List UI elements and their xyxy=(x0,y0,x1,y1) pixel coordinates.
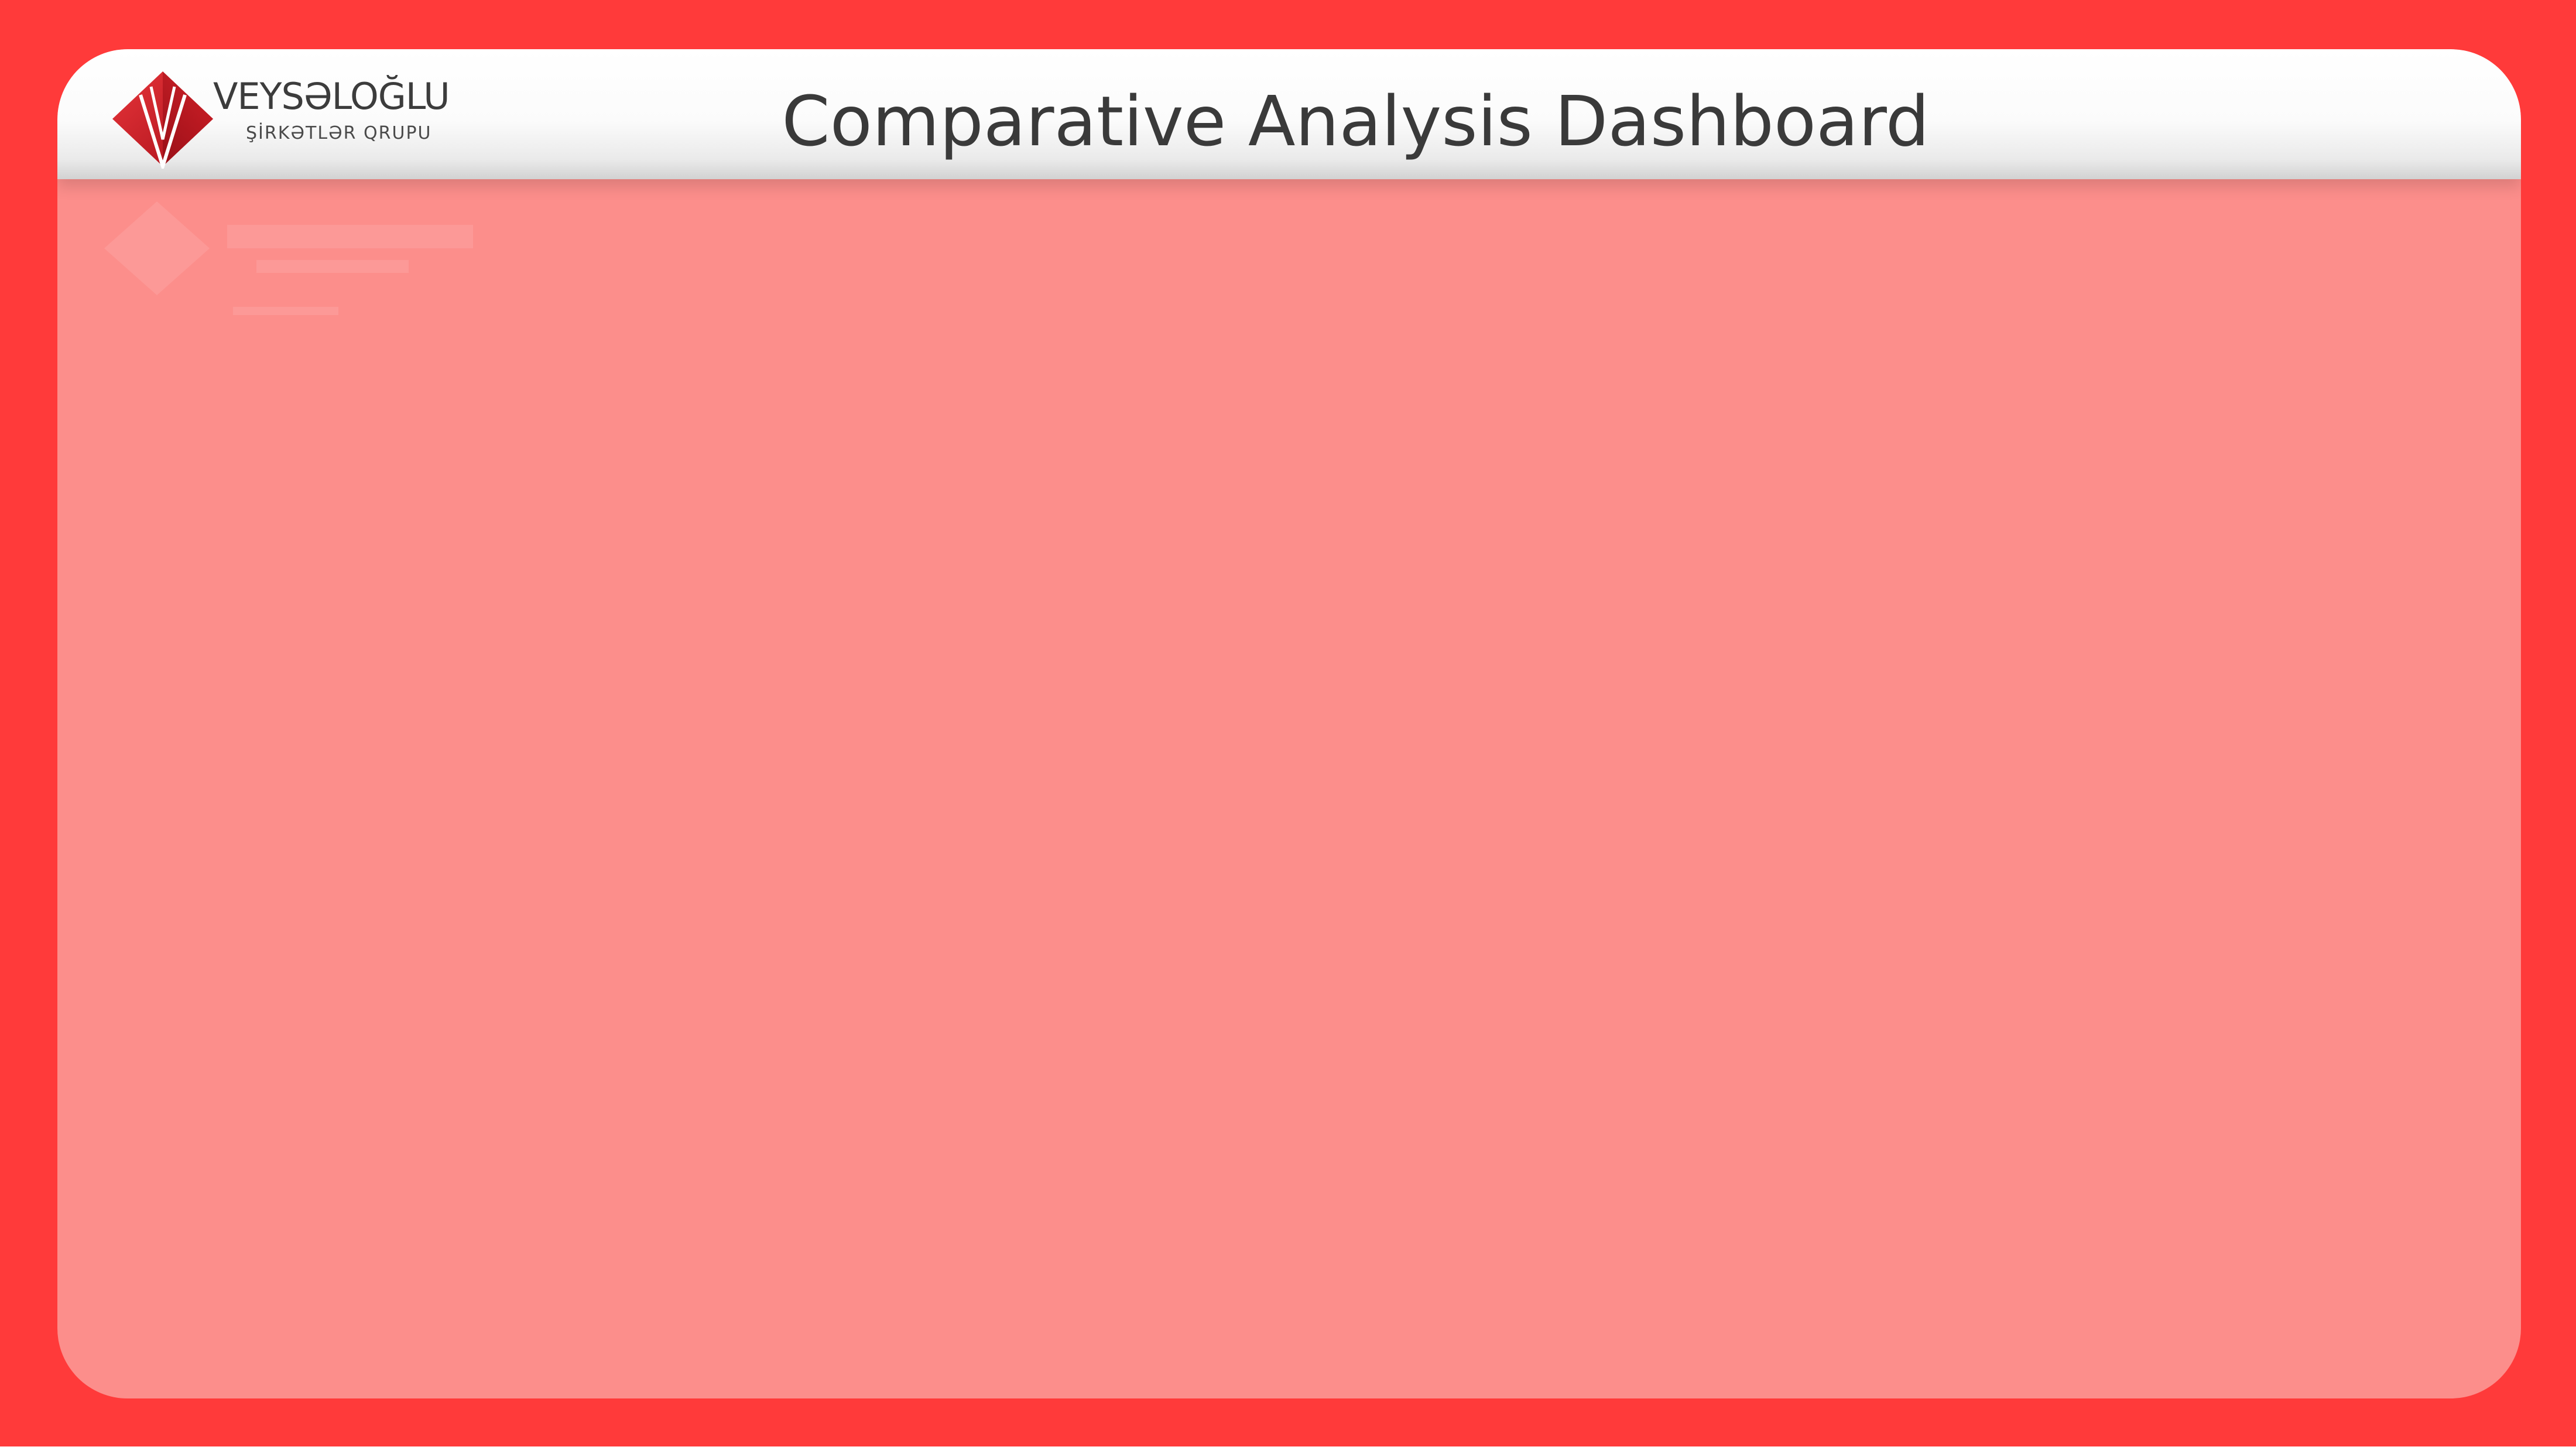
company-logo: VEYSƏLOĞLU ŞİRKƏTLƏR QRUPU xyxy=(110,69,485,169)
veyseloglu-diamond-logo-icon xyxy=(112,71,213,169)
logo-subtitle: ŞİRKƏTLƏR QRUPU xyxy=(246,123,432,143)
dashboard-panel: VEYSƏLOĞLU ŞİRKƏTLƏR QRUPU Comparative A… xyxy=(57,49,2521,1398)
header-bar: VEYSƏLOĞLU ŞİRKƏTLƏR QRUPU Comparative A… xyxy=(57,49,2521,179)
dashboard-content-area xyxy=(57,179,2521,1398)
logo-name: VEYSƏLOĞLU xyxy=(213,75,450,118)
page-title: Comparative Analysis Dashboard xyxy=(782,81,1930,162)
watermark-logo xyxy=(104,201,473,315)
